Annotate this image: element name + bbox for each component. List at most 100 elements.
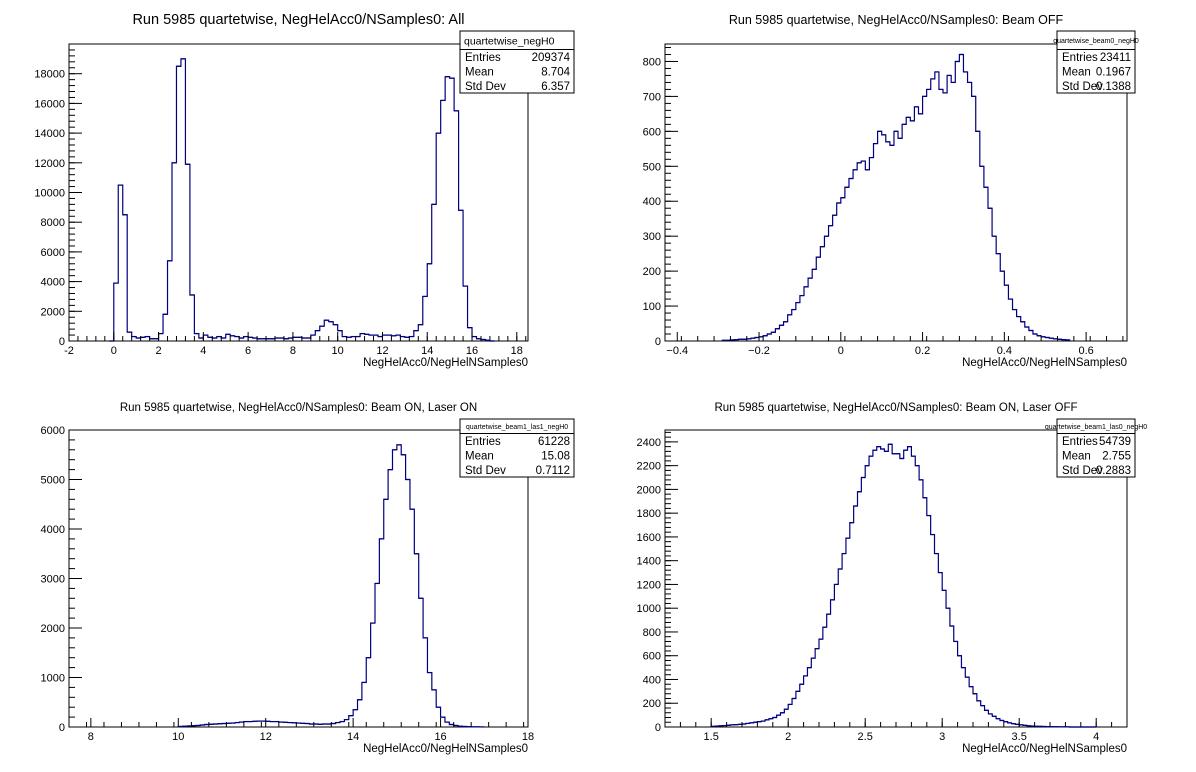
stats-histogram-name: quartetwise_beam1_las1_negH0 xyxy=(466,424,568,431)
stats-label: Entries xyxy=(465,436,501,448)
y-tick-label: 2200 xyxy=(637,461,661,473)
x-tick-label: 6 xyxy=(245,345,251,357)
x-tick-label: 18 xyxy=(511,345,523,357)
y-tick-label: 400 xyxy=(643,196,661,208)
stats-value: 0.7112 xyxy=(536,465,570,477)
y-tick-label: 1800 xyxy=(637,508,661,520)
stats-label: Mean xyxy=(1062,67,1091,79)
stats-label: Std Dev xyxy=(1062,465,1103,477)
stats-value: 54739 xyxy=(1099,436,1131,448)
y-tick-label: 12000 xyxy=(34,158,65,170)
y-tick-label: 0 xyxy=(655,722,661,734)
y-tick-label: 4000 xyxy=(41,524,65,536)
y-tick-label: 2400 xyxy=(637,437,661,449)
x-tick-label: 2 xyxy=(785,731,791,743)
stats-label: Entries xyxy=(465,52,501,64)
y-tick-label: 2000 xyxy=(41,306,65,318)
y-tick-label: 200 xyxy=(643,698,661,710)
x-tick-label: 8 xyxy=(88,731,94,743)
y-tick-label: 200 xyxy=(643,266,661,278)
x-tick-label: 0.6 xyxy=(1078,345,1093,357)
y-tick-label: 800 xyxy=(643,627,661,639)
stats-value: 8.704 xyxy=(541,67,570,79)
stats-box-frame xyxy=(459,418,575,478)
stats-value: 61228 xyxy=(538,436,570,448)
histogram-panel-4: Run 5985 quartetwise, NegHelAcc0/NSample… xyxy=(637,402,1148,755)
x-tick-label: 0.4 xyxy=(997,345,1012,357)
plot-frame xyxy=(664,43,1128,342)
x-tick-label: 1.5 xyxy=(704,731,719,743)
chart-title: Run 5985 quartetwise, NegHelAcc0/NSample… xyxy=(714,402,1077,414)
stats-label: Entries xyxy=(1062,436,1098,448)
x-tick-label: 2.5 xyxy=(858,731,873,743)
x-tick-label: 16 xyxy=(434,731,446,743)
x-tick-label: −0.4 xyxy=(666,345,688,357)
y-tick-label: 6000 xyxy=(41,425,65,437)
stats-label: Entries xyxy=(1062,52,1098,64)
x-tick-label: 12 xyxy=(376,345,388,357)
y-tick-label: 600 xyxy=(643,651,661,663)
y-tick-label: 400 xyxy=(643,674,661,686)
y-tick-label: 4000 xyxy=(41,277,65,289)
x-tick-label: 10 xyxy=(172,731,184,743)
y-tick-label: 5000 xyxy=(41,475,65,487)
stats-label: Mean xyxy=(465,451,494,463)
y-tick-label: 600 xyxy=(643,126,661,138)
y-tick-label: 500 xyxy=(643,161,661,173)
y-tick-label: 700 xyxy=(643,91,661,103)
stats-box: quartetwise_beam0_negH0 Entries 23411 Mean 0… xyxy=(1053,30,1139,94)
y-tick-label: 2000 xyxy=(41,623,65,635)
x-axis-title: NegHelAcc0/NegHelNSamples0 xyxy=(363,357,528,369)
y-tick-label: 8000 xyxy=(41,217,65,229)
x-tick-label: 0 xyxy=(111,345,117,357)
y-tick-label: 1000 xyxy=(41,673,65,685)
stats-value: 2.755 xyxy=(1102,451,1131,463)
y-tick-label: 1400 xyxy=(637,556,661,568)
y-tick-label: 300 xyxy=(643,231,661,243)
x-tick-label: 18 xyxy=(522,731,534,743)
x-tick-label: 10 xyxy=(332,345,344,357)
y-tick-label: 10000 xyxy=(34,188,65,200)
chart-title: Run 5985 quartetwise, NegHelAcc0/NSample… xyxy=(132,12,464,28)
y-tick-label: 0 xyxy=(59,722,65,734)
stats-histogram-name: quartetwise_negH0 xyxy=(464,35,555,47)
y-tick-label: 14000 xyxy=(34,128,65,140)
stats-label: Std Dev xyxy=(1062,81,1103,93)
stats-label: Std Dev xyxy=(465,465,506,477)
stats-label: Mean xyxy=(465,67,494,79)
stats-value: 209374 xyxy=(532,52,571,64)
x-tick-label: 16 xyxy=(466,345,478,357)
x-tick-label: 3.5 xyxy=(1012,731,1027,743)
x-tick-label: 4 xyxy=(200,345,206,357)
y-tick-label: 3000 xyxy=(41,574,65,586)
stats-box-frame xyxy=(1056,418,1136,478)
stats-box-frame xyxy=(1056,30,1136,94)
y-tick-label: 800 xyxy=(643,56,661,68)
histogram-series xyxy=(109,58,495,342)
stats-box-frame xyxy=(459,30,575,94)
stats-value: 0.1967 xyxy=(1096,67,1131,79)
stats-value: 23411 xyxy=(1100,52,1131,64)
y-tick-label: 0 xyxy=(59,336,65,348)
x-tick-label: 0 xyxy=(838,345,844,357)
y-tick-label: 100 xyxy=(643,301,661,313)
x-tick-label: 3 xyxy=(939,731,945,743)
chart-title: Run 5985 quartetwise, NegHelAcc0/NSample… xyxy=(120,402,477,414)
stats-box: quartetwise_beam1_las0_negH0 Entries 54739… xyxy=(1045,418,1147,478)
stats-label: Std Dev xyxy=(465,81,506,93)
stats-value: 0.2883 xyxy=(1096,465,1131,477)
x-tick-label: 0.2 xyxy=(915,345,930,357)
stats-label: Mean xyxy=(1062,451,1091,463)
x-axis-title: NegHelAcc0/NegHelNSamples0 xyxy=(962,743,1127,755)
plot-frame xyxy=(68,429,529,728)
x-tick-label: 8 xyxy=(290,345,296,357)
y-tick-label: 6000 xyxy=(41,247,65,259)
x-tick-label: 2 xyxy=(155,345,161,357)
y-tick-label: 0 xyxy=(655,336,661,348)
stats-histogram-name: quartetwise_beam0_negH0 xyxy=(1053,38,1139,45)
chart-title: Run 5985 quartetwise, NegHelAcc0/NSample… xyxy=(729,13,1064,27)
stats-box: quartetwise_beam1_las1_negH0 Entries 61228… xyxy=(459,418,575,478)
histogram-series xyxy=(721,53,1071,341)
y-tick-label: 1600 xyxy=(637,532,661,544)
